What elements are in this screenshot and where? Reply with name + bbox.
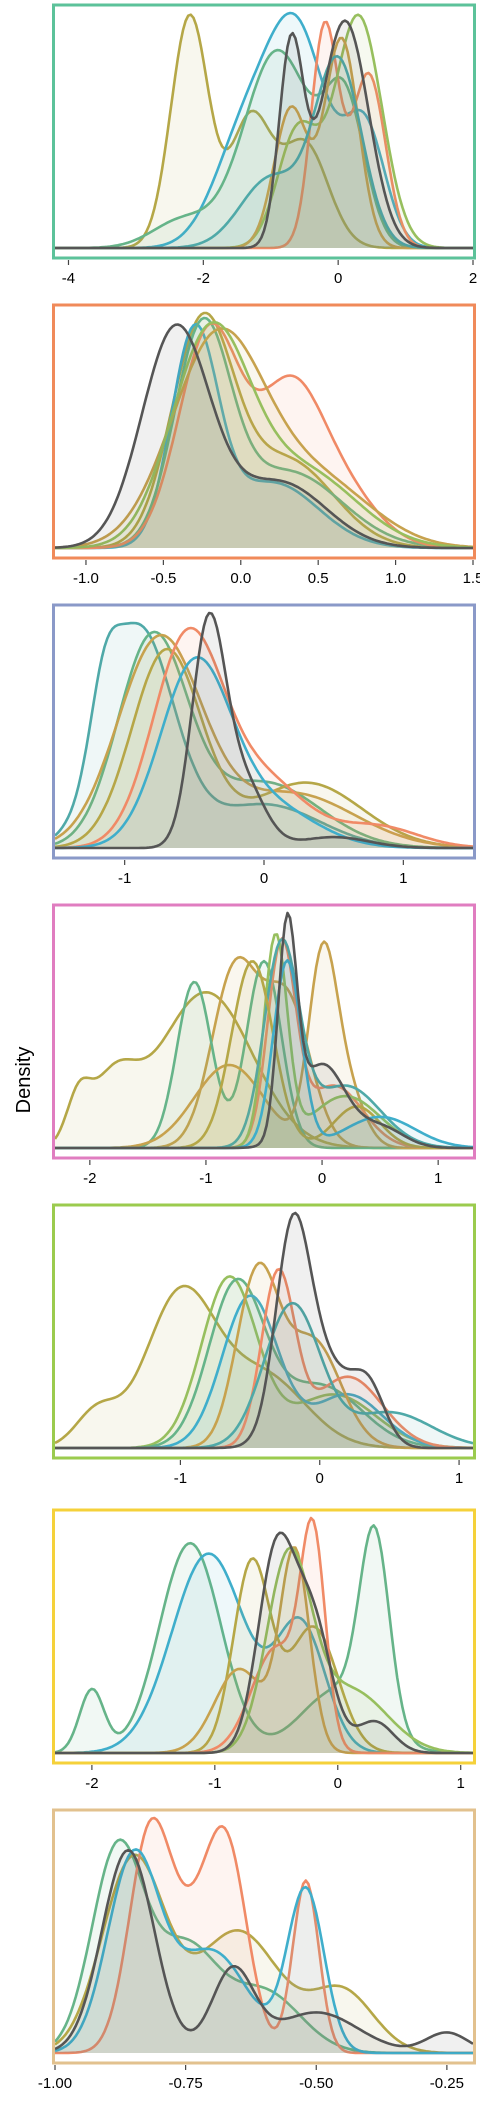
density-curve-7 [55,611,473,850]
panel-1: -4 -2 0 2 [52,3,477,287]
panel-frame [52,603,476,860]
density-fill-5 [55,1262,473,1448]
density-fill-7 [55,1532,473,1753]
x-tick-label: -2 [83,1170,96,1187]
density-fill-7 [55,324,473,548]
x-tick-label: -0.50 [299,2075,333,2092]
x-tick-label: 0 [334,1775,342,1792]
density-curve-3 [54,647,474,849]
x-tick-label: -0.25 [430,2075,464,2092]
panel-5: -1 0 1 [52,1203,476,1487]
density-fill-1 [55,623,473,848]
density-curve-7 [55,1531,473,1755]
density-fill-2 [55,1854,473,2053]
density-fill-6 [55,934,473,1148]
density-fill-9 [55,960,473,1148]
density-panels: -4 -2 0 2 -1.0 -0.5 0.0 0.5 1.0 1.5 -1 0 1 -2 -1 0 1 -1 0 1… [38,3,480,2092]
x-tick-label: 2 [469,270,477,287]
density-curve-3 [55,48,473,250]
density-curve-1 [54,1524,473,1755]
x-tick-label: 0.5 [308,570,329,587]
x-tick-label: -1 [174,1470,187,1487]
x-tick-label: 1.5 [463,570,480,587]
x-tick-label: 0 [318,1170,326,1187]
panel-frame [52,903,476,1160]
x-tick-label: -1 [118,870,131,887]
x-tick-label: 1 [399,870,407,887]
density-curve-8 [55,1211,473,1450]
density-fill-5 [55,328,473,548]
panel-7: -1.00 -0.75 -0.50 -0.25 [38,1808,476,2092]
density-curve-1 [55,311,473,550]
density-fill-5 [55,628,473,848]
x-tick-label: 1.0 [385,570,406,587]
x-tick-label: -1 [199,1170,212,1187]
density-fill-3 [55,1818,473,2053]
x-tick-label: 0 [334,270,342,287]
panel-frame [52,1808,476,2065]
density-curve-5 [54,1848,474,2051]
density-curve-5 [55,626,474,850]
x-tick-label: -4 [62,270,75,287]
density-fill-7 [55,1303,473,1448]
panel-2: -1.0 -0.5 0.0 0.5 1.0 1.5 [52,303,480,587]
density-curve-10 [55,911,473,1150]
x-tick-label: 0.0 [230,570,251,587]
x-tick-label: 0 [316,1470,324,1487]
density-fill-8 [55,1213,473,1448]
panel-4: -2 -1 0 1 [52,903,476,1187]
density-fill-7 [55,938,473,1148]
x-tick-label: -0.5 [150,570,176,587]
density-fill-5 [55,1850,473,2053]
panel-frame [52,303,476,560]
x-tick-label: 1 [457,1775,465,1792]
x-tick-label: -0.75 [169,2075,203,2092]
density-fill-7 [55,56,473,249]
density-curve-4 [54,1848,473,2055]
density-curve-4 [54,633,474,849]
density-curve-5 [54,327,474,549]
x-tick-label: 0 [260,870,268,887]
density-fill-1 [55,1839,473,2053]
density-fill-6 [55,322,473,548]
y-axis-title: Density [13,1047,35,1114]
panel-6: -2 -1 0 1 [52,1508,476,1792]
density-fill-1 [55,992,473,1148]
density-fill-8 [55,20,473,248]
x-tick-label: 1 [434,1170,442,1187]
density-fill-3 [55,1558,473,1753]
density-fill-8 [55,961,473,1148]
density-fill-5 [55,1518,473,1753]
x-tick-label: -1 [208,1775,221,1792]
density-fill-4 [55,1295,473,1448]
density-fill-4 [55,635,473,848]
x-tick-label: 1 [455,1470,463,1487]
density-fill-1 [55,1286,473,1448]
density-curve-7 [54,323,473,550]
density-fill-4 [55,1547,473,1753]
panel-frame [52,1508,476,1765]
x-tick-label: -2 [197,270,210,287]
density-curve-6 [55,320,474,550]
density-fill-6 [55,657,473,848]
x-tick-label: -1.00 [38,2075,72,2092]
x-tick-label: -1.0 [73,570,99,587]
panel-frame [52,3,476,260]
panel-3: -1 0 1 [52,603,476,887]
density-fill-2 [55,631,473,848]
x-tick-label: -2 [85,1775,98,1792]
density-curve-8 [55,19,473,250]
panel-frame [52,1203,476,1460]
density-fill-3 [55,50,473,248]
